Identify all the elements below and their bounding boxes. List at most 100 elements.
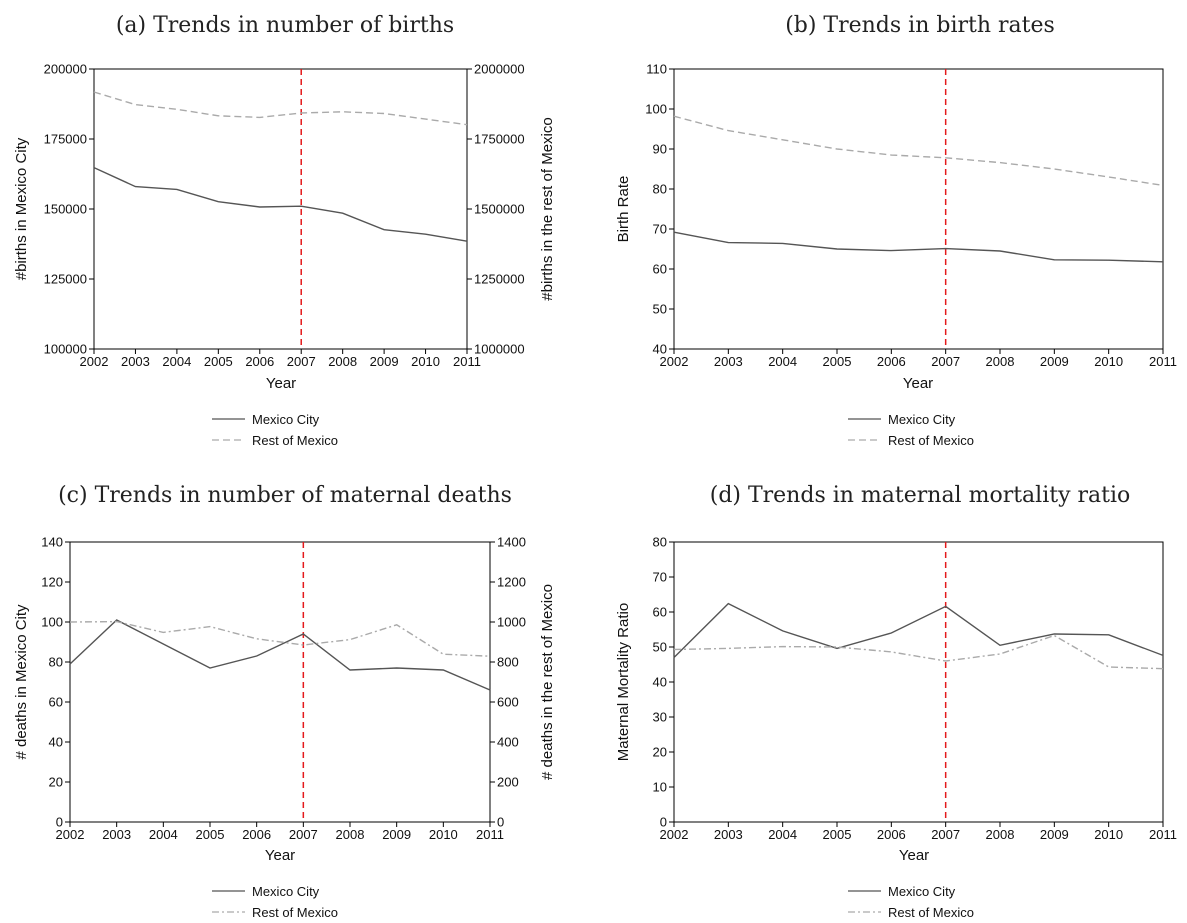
y-tick-label: 50: [653, 302, 667, 317]
x-tick-label: 2011: [476, 827, 504, 842]
x-axis-label: Year: [266, 375, 296, 392]
x-tick-label: 2002: [660, 354, 689, 369]
series-line-mexico-city: [69, 619, 491, 691]
panel-title: (b) Trends in birth rates: [785, 13, 1055, 38]
y-tick-label: 40: [653, 342, 667, 357]
y-tick-label: 120: [41, 575, 63, 590]
x-tick-label: 2010: [411, 354, 440, 369]
y2-tick-label: 800: [497, 655, 519, 670]
plot-frame: [93, 68, 468, 350]
x-tick-label: 2006: [877, 827, 906, 842]
y-tick-label: 20: [49, 775, 63, 790]
y-tick-label: 70: [653, 570, 667, 585]
x-tick-label: 2007: [289, 827, 318, 842]
y-axis-label: Birth Rate: [615, 176, 632, 243]
x-tick-label: 2006: [877, 354, 906, 369]
y-tick-label: 60: [49, 695, 63, 710]
y2-tick-label: 1400: [497, 535, 526, 550]
plot-frame: [673, 541, 1164, 823]
x-tick-label: 2006: [245, 354, 274, 369]
x-tick-label: 2011: [1149, 354, 1177, 369]
x-tick-label: 2004: [149, 827, 178, 842]
plot-frame: [69, 541, 491, 823]
x-tick-label: 2008: [986, 827, 1015, 842]
y-axis-label: # deaths in Mexico City: [13, 604, 30, 760]
series-line-mexico-city: [93, 166, 468, 242]
x-tick-label: 2003: [121, 354, 150, 369]
panel-birth-rates: (b) Trends in birth rates Year Birth Rat…: [615, 13, 1177, 448]
y-tick-label: 140: [41, 535, 63, 550]
x-tick-label: 2008: [328, 354, 357, 369]
legend-mexico-city-label: Mexico City: [888, 412, 956, 427]
legend-rest-label: Rest of Mexico: [252, 905, 338, 920]
x-axis-label: Year: [903, 375, 933, 392]
legend-rest-label: Rest of Mexico: [888, 905, 974, 920]
panel-title: (d) Trends in maternal mortality ratio: [710, 483, 1131, 508]
x-tick-label: 2006: [242, 827, 271, 842]
y-tick-label: 0: [660, 815, 667, 830]
x-tick-label: 2008: [336, 827, 365, 842]
x-tick-label: 2004: [768, 354, 797, 369]
y-tick-label: 60: [653, 605, 667, 620]
y-tick-label: 175000: [44, 132, 87, 147]
legend: Mexico City Rest of Mexico: [848, 884, 974, 920]
x-axis-label: Year: [899, 847, 929, 864]
y-tick-label: 70: [653, 222, 667, 237]
y-axis-label: #births in Mexico City: [13, 137, 30, 280]
series-line-rest-of-mexico: [93, 91, 468, 126]
y-tick-label: 125000: [44, 272, 87, 287]
y-tick-label: 100: [645, 102, 667, 117]
y2-tick-label: 1500000: [474, 202, 525, 217]
series-line-rest-of-mexico: [673, 634, 1164, 670]
panel-maternal-deaths: (c) Trends in number of maternal deaths …: [13, 483, 556, 920]
x-tick-label: 2005: [204, 354, 233, 369]
x-tick-label: 2003: [714, 827, 743, 842]
legend: Mexico City Rest of Mexico: [212, 412, 338, 448]
series-line-mexico-city: [673, 231, 1164, 263]
legend-mexico-city-label: Mexico City: [252, 412, 320, 427]
y2-tick-label: 2000000: [474, 62, 525, 77]
y2-tick-label: 400: [497, 735, 519, 750]
x-tick-label: 2005: [823, 354, 852, 369]
legend-rest-label: Rest of Mexico: [888, 433, 974, 448]
x-tick-label: 2004: [162, 354, 191, 369]
x-tick-label: 2005: [823, 827, 852, 842]
x-axis-label: Year: [265, 847, 295, 864]
x-tick-label: 2009: [382, 827, 411, 842]
y-tick-label: 80: [653, 182, 667, 197]
y-tick-label: 80: [653, 535, 667, 550]
x-tick-label: 2002: [660, 827, 689, 842]
x-tick-label: 2007: [287, 354, 316, 369]
x-tick-label: 2011: [453, 354, 481, 369]
y2-tick-label: 1200: [497, 575, 526, 590]
legend: Mexico City Rest of Mexico: [212, 884, 338, 920]
y-tick-label: 100: [41, 615, 63, 630]
x-tick-label: 2005: [196, 827, 225, 842]
x-tick-label: 2004: [768, 827, 797, 842]
y-tick-label: 60: [653, 262, 667, 277]
legend: Mexico City Rest of Mexico: [848, 412, 974, 448]
y2-tick-label: 200: [497, 775, 519, 790]
y2-axis-label: # deaths in the rest of Mexico: [539, 584, 556, 780]
series-line-rest-of-mexico: [69, 620, 491, 657]
x-tick-label: 2011: [1149, 827, 1177, 842]
x-tick-label: 2002: [56, 827, 85, 842]
y2-axis-label: #births in the rest of Mexico: [539, 117, 556, 300]
panel-title: (c) Trends in number of maternal deaths: [58, 483, 512, 508]
panel-maternal-mortality-ratio: (d) Trends in maternal mortality ratio Y…: [615, 483, 1177, 920]
y2-tick-label: 1750000: [474, 132, 525, 147]
y-tick-label: 20: [653, 745, 667, 760]
y-tick-label: 100000: [44, 342, 87, 357]
legend-mexico-city-label: Mexico City: [252, 884, 320, 899]
y-tick-label: 110: [646, 62, 667, 77]
y-tick-label: 90: [653, 142, 667, 157]
y2-tick-label: 0: [497, 815, 504, 830]
x-tick-label: 2008: [986, 354, 1015, 369]
x-tick-label: 2007: [931, 827, 960, 842]
y-tick-label: 150000: [44, 202, 87, 217]
y-axis-label: Maternal Mortality Ratio: [615, 603, 632, 761]
x-tick-label: 2003: [714, 354, 743, 369]
y2-tick-label: 1000000: [474, 342, 525, 357]
x-tick-label: 2010: [1094, 827, 1123, 842]
